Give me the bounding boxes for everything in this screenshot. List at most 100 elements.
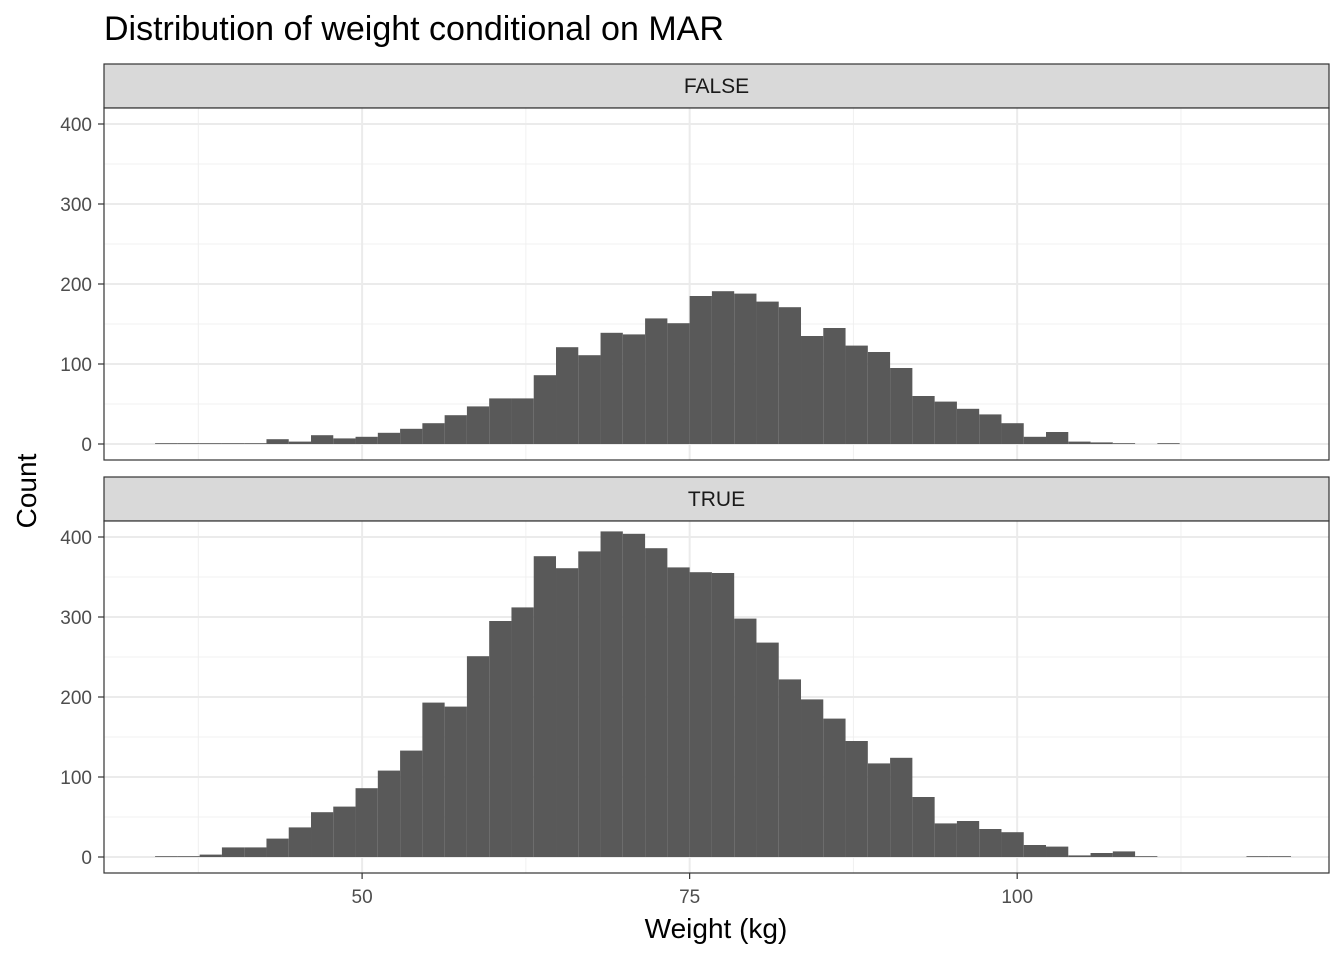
histogram-bar bbox=[333, 806, 356, 857]
histogram-bar bbox=[155, 856, 178, 857]
histogram-bar bbox=[400, 750, 423, 857]
histogram-bar bbox=[956, 408, 980, 444]
histogram-bar bbox=[1001, 423, 1024, 444]
histogram-bar bbox=[1023, 845, 1047, 857]
x-tick-label: 50 bbox=[352, 887, 373, 908]
histogram-bar bbox=[622, 334, 646, 444]
histogram-bar bbox=[778, 307, 802, 444]
histogram-bar bbox=[533, 556, 557, 857]
facet-panels: FALSE 0 100 200 300 400 TRUE 0 100 200 300 400 bbox=[60, 63, 1330, 874]
histogram-bar bbox=[912, 396, 935, 444]
histogram-bar bbox=[711, 573, 735, 857]
y-tick-label: 400 bbox=[60, 115, 92, 136]
facet-strip-label: TRUE bbox=[688, 488, 745, 511]
facet-strip bbox=[103, 476, 1330, 522]
histogram-bar bbox=[221, 443, 245, 444]
facet-panel-true: TRUE 0 100 200 300 400 bbox=[60, 476, 1330, 874]
histogram-bar bbox=[956, 821, 980, 857]
histogram-bar bbox=[177, 856, 200, 857]
histogram-bar bbox=[466, 406, 490, 444]
histogram-bar bbox=[890, 368, 913, 444]
histogram-bar bbox=[177, 443, 200, 444]
panel-border bbox=[103, 520, 1330, 874]
histogram-bar bbox=[934, 401, 957, 444]
histogram-bar bbox=[1046, 846, 1069, 857]
chart-title: Distribution of weight conditional on MA… bbox=[104, 10, 724, 48]
histogram-bar bbox=[778, 679, 802, 857]
histogram-bar bbox=[600, 332, 623, 444]
histogram-bar bbox=[667, 567, 690, 857]
histogram-bar bbox=[689, 572, 712, 857]
x-axis: 50 75 100 bbox=[352, 873, 1033, 908]
histogram-bar bbox=[355, 788, 378, 857]
facet-strip-label: FALSE bbox=[684, 75, 749, 98]
histogram-bar bbox=[1157, 443, 1180, 444]
histogram-bar bbox=[645, 318, 668, 444]
y-tick-label: 100 bbox=[60, 355, 92, 376]
y-tick-label: 200 bbox=[60, 275, 92, 296]
histogram-bar bbox=[400, 428, 423, 444]
histogram-bar bbox=[489, 398, 512, 444]
histogram-bar bbox=[444, 415, 467, 444]
histogram-bar bbox=[221, 847, 245, 857]
histogram-bar bbox=[244, 847, 267, 857]
histogram-bar bbox=[801, 336, 824, 444]
histogram-bar bbox=[622, 533, 646, 857]
histogram-bar bbox=[578, 551, 601, 857]
histogram-bar bbox=[556, 568, 579, 857]
histogram-bar bbox=[801, 699, 824, 857]
histogram-bar bbox=[689, 296, 712, 444]
histogram-bar bbox=[756, 642, 779, 857]
histogram-bar bbox=[311, 435, 334, 444]
histogram-bar bbox=[823, 328, 846, 444]
histogram-bar bbox=[511, 398, 534, 444]
histogram-bar bbox=[1268, 856, 1292, 857]
y-tick-label: 300 bbox=[60, 195, 92, 216]
panel-border bbox=[103, 107, 1330, 461]
histogram-bar bbox=[422, 702, 445, 857]
histogram-bar bbox=[734, 618, 757, 857]
histogram-bar bbox=[1001, 832, 1024, 857]
histogram-bar bbox=[266, 439, 289, 444]
facet-strip bbox=[103, 63, 1330, 109]
y-tick-label: 0 bbox=[81, 435, 92, 456]
histogram-bar bbox=[377, 432, 401, 444]
histogram-bar bbox=[199, 443, 222, 444]
histogram-bar bbox=[1046, 432, 1069, 444]
histogram-bar bbox=[934, 823, 957, 857]
histogram-bar bbox=[711, 291, 735, 444]
histogram-bar bbox=[823, 718, 846, 857]
y-tick-label: 200 bbox=[60, 688, 92, 709]
histogram-bar bbox=[734, 293, 757, 444]
histogram-bar bbox=[377, 770, 401, 857]
histogram-bar bbox=[1135, 856, 1158, 857]
histogram-bar bbox=[288, 441, 312, 444]
histogram-bar bbox=[1068, 855, 1091, 857]
histogram-bar bbox=[266, 838, 289, 857]
histogram-bar bbox=[1112, 443, 1136, 444]
histogram-bar bbox=[845, 741, 868, 857]
histogram-bar bbox=[422, 423, 445, 444]
histogram-bar bbox=[199, 854, 222, 857]
histogram-bar bbox=[311, 812, 334, 857]
histogram-bar bbox=[667, 323, 690, 444]
y-tick-label: 0 bbox=[81, 848, 92, 869]
histogram-bar bbox=[333, 438, 356, 444]
histogram-bar bbox=[845, 345, 868, 444]
histogram-bar bbox=[355, 436, 378, 444]
histogram-bar bbox=[912, 797, 935, 857]
histogram-bar bbox=[867, 763, 891, 857]
histogram-bar bbox=[578, 355, 601, 444]
histogram-bar bbox=[867, 352, 891, 444]
histogram-bar bbox=[1246, 856, 1269, 857]
y-tick-label: 300 bbox=[60, 608, 92, 629]
histogram-bar bbox=[600, 531, 623, 857]
x-tick-label: 75 bbox=[679, 887, 700, 908]
histogram-bar bbox=[1090, 442, 1113, 444]
y-axis-title: Count bbox=[11, 453, 42, 528]
histogram-bar bbox=[1068, 441, 1091, 444]
histogram-bar bbox=[890, 757, 913, 857]
histogram-bar bbox=[1112, 851, 1136, 857]
histogram-bar bbox=[489, 621, 512, 857]
